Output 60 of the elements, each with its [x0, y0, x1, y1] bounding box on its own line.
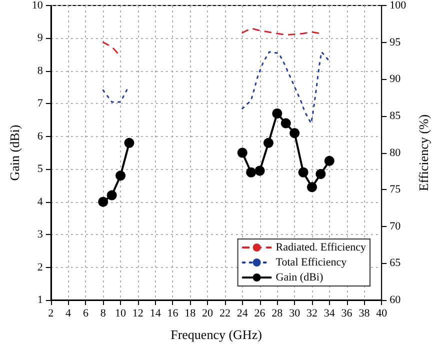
- legend-label: Gain (dBi): [276, 272, 324, 284]
- y2-tick-label: 95: [390, 36, 402, 48]
- x-tick-label: 10: [115, 308, 127, 320]
- y-tick-label: 2: [37, 261, 43, 274]
- y-tick-label: 9: [37, 32, 44, 44]
- point: [237, 148, 248, 158]
- y2-axis-title: Efficiency (%): [416, 114, 431, 192]
- y-tick-label: 1: [37, 294, 43, 306]
- y-tick-label: 3: [37, 228, 44, 241]
- point: [272, 108, 282, 118]
- y2-tick-label: 70: [390, 220, 402, 232]
- y2-tick-label: 80: [390, 146, 402, 159]
- y2-tick-label: 85: [390, 110, 402, 122]
- x-axis-title: Frequency (GHz): [170, 327, 262, 342]
- point: [280, 118, 291, 128]
- y-tick-label: 6: [37, 130, 44, 142]
- legend-label: Total Efficiency: [276, 256, 348, 268]
- y2-tick-label: 75: [390, 184, 402, 196]
- x-tick-label: 6: [82, 308, 89, 320]
- point: [316, 169, 326, 180]
- x-tick-label: 26: [254, 308, 266, 320]
- y-tick-label: 5: [37, 163, 44, 176]
- point: [98, 196, 108, 207]
- point: [116, 170, 126, 181]
- x-tick-label: 36: [341, 308, 353, 320]
- x-tick-label: 16: [167, 308, 179, 320]
- x-tick-label: 18: [184, 308, 196, 320]
- y-tick-label: 7: [37, 98, 44, 110]
- y2-tick-label: 65: [390, 257, 402, 270]
- x-tick-label: 40: [376, 308, 388, 320]
- x-tick-label: 14: [150, 308, 162, 320]
- legend-label: Radiated. Efficiency: [276, 242, 366, 254]
- x-tick-label: 8: [100, 308, 106, 320]
- y2-tick-label: 100: [390, 0, 407, 12]
- x-tick-label: 38: [358, 308, 370, 320]
- x-tick-label: 34: [324, 308, 336, 320]
- point: [254, 166, 265, 176]
- y2-tick-label: 90: [390, 73, 402, 86]
- x-tick-label: 12: [132, 308, 144, 320]
- y-tick-label: 8: [37, 64, 44, 77]
- point: [106, 190, 117, 200]
- point: [324, 156, 334, 166]
- y-axis-title: Gain (dBi): [7, 124, 22, 181]
- point: [298, 167, 308, 178]
- x-tick-label: 2: [48, 308, 54, 320]
- point: [290, 128, 300, 138]
- x-tick-label: 22: [219, 308, 230, 320]
- y-tick-label: 10: [32, 0, 44, 12]
- y2-tick-label: 60: [390, 294, 402, 306]
- point: [246, 167, 256, 178]
- y-tick-label: 4: [37, 196, 44, 208]
- point: [306, 182, 317, 192]
- point: [263, 138, 274, 148]
- point: [124, 138, 134, 148]
- x-tick-label: 30: [289, 308, 301, 320]
- x-tick-label: 24: [236, 308, 248, 320]
- x-tick-label: 4: [66, 308, 72, 320]
- x-tick-label: 20: [202, 308, 214, 320]
- x-tick-label: 32: [306, 308, 318, 320]
- x-tick-label: 28: [272, 308, 284, 320]
